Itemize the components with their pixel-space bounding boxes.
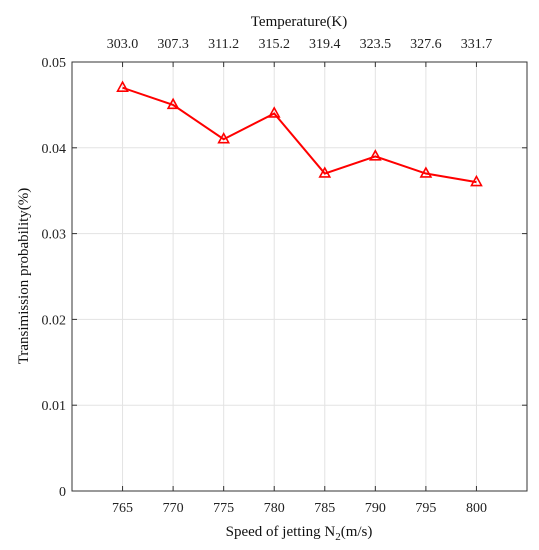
data-point-marker [267,106,281,118]
x-tick-label: 800 [466,501,487,516]
y-tick-label: 0 [59,485,66,500]
data-point-marker [166,97,180,110]
x-tick-label: 765 [112,501,133,516]
x2-axis-title: Temperature(K) [251,14,347,30]
tick-labels: 765 303.0 770 307.3 775 311.2 780 315.2 785 319.4… [42,37,493,516]
x-axis-title-subscript: 2 [335,531,341,543]
axis-ticks [72,61,527,492]
x2-tick-label: 327.6 [410,37,442,52]
data-point-marker [419,166,433,178]
x-axis-title: Speed of jetting N2(m/s) [226,524,373,543]
grid-lines [72,62,527,491]
x-tick-label: 785 [314,501,335,516]
x-tick-label: 770 [163,501,184,516]
x-tick-label: 790 [365,501,386,516]
data-point-marker [368,149,382,161]
data-point-marker [217,131,231,144]
x2-tick-label: 303.0 [107,37,139,52]
y-tick-label: 0.02 [42,313,67,328]
y-tick-label: 0.05 [42,56,67,71]
x2-tick-label: 331.7 [461,37,493,52]
data-point-marker [470,174,483,187]
x-axis-title-prefix: Speed of jetting N [226,524,336,540]
plot-frame [71,61,528,492]
x-axis-title-suffix: (m/s) [341,524,373,540]
x-tick-label: 775 [213,501,234,516]
series [116,80,483,187]
y-tick-label: 0.04 [42,142,67,157]
x-tick-label: 780 [264,501,285,516]
x2-tick-label: 315.2 [258,37,290,52]
y-axis-title: Transimission probability(%) [16,188,32,365]
x2-tick-label: 307.3 [157,37,189,52]
x2-tick-label: 323.5 [360,37,392,52]
x-tick-label: 795 [415,501,436,516]
data-point-marker [116,80,129,92]
x2-tick-label: 311.2 [208,37,239,52]
y-tick-label: 0.03 [42,228,67,243]
series-line [122,86,477,184]
data-point-marker [318,166,332,178]
x2-tick-label: 319.4 [309,37,341,52]
y-tick-label: 0.01 [42,399,67,414]
